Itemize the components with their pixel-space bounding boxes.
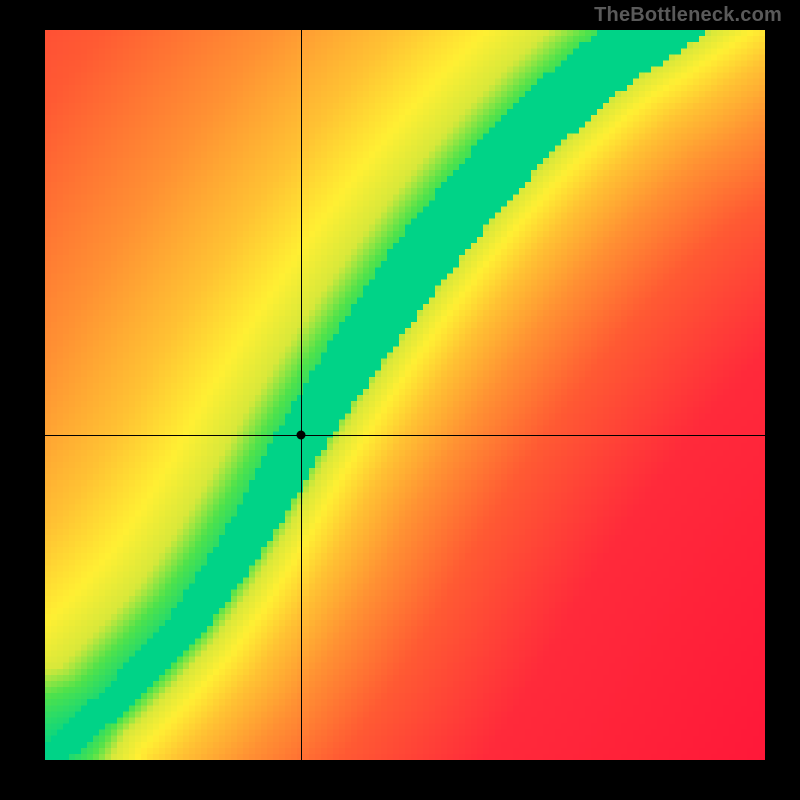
crosshair-horizontal: [45, 435, 765, 436]
selection-marker: [296, 431, 305, 440]
heatmap-canvas: [45, 30, 765, 760]
watermark-text: TheBottleneck.com: [594, 4, 782, 27]
crosshair-vertical: [301, 30, 302, 760]
heatmap-plot: [45, 30, 765, 760]
